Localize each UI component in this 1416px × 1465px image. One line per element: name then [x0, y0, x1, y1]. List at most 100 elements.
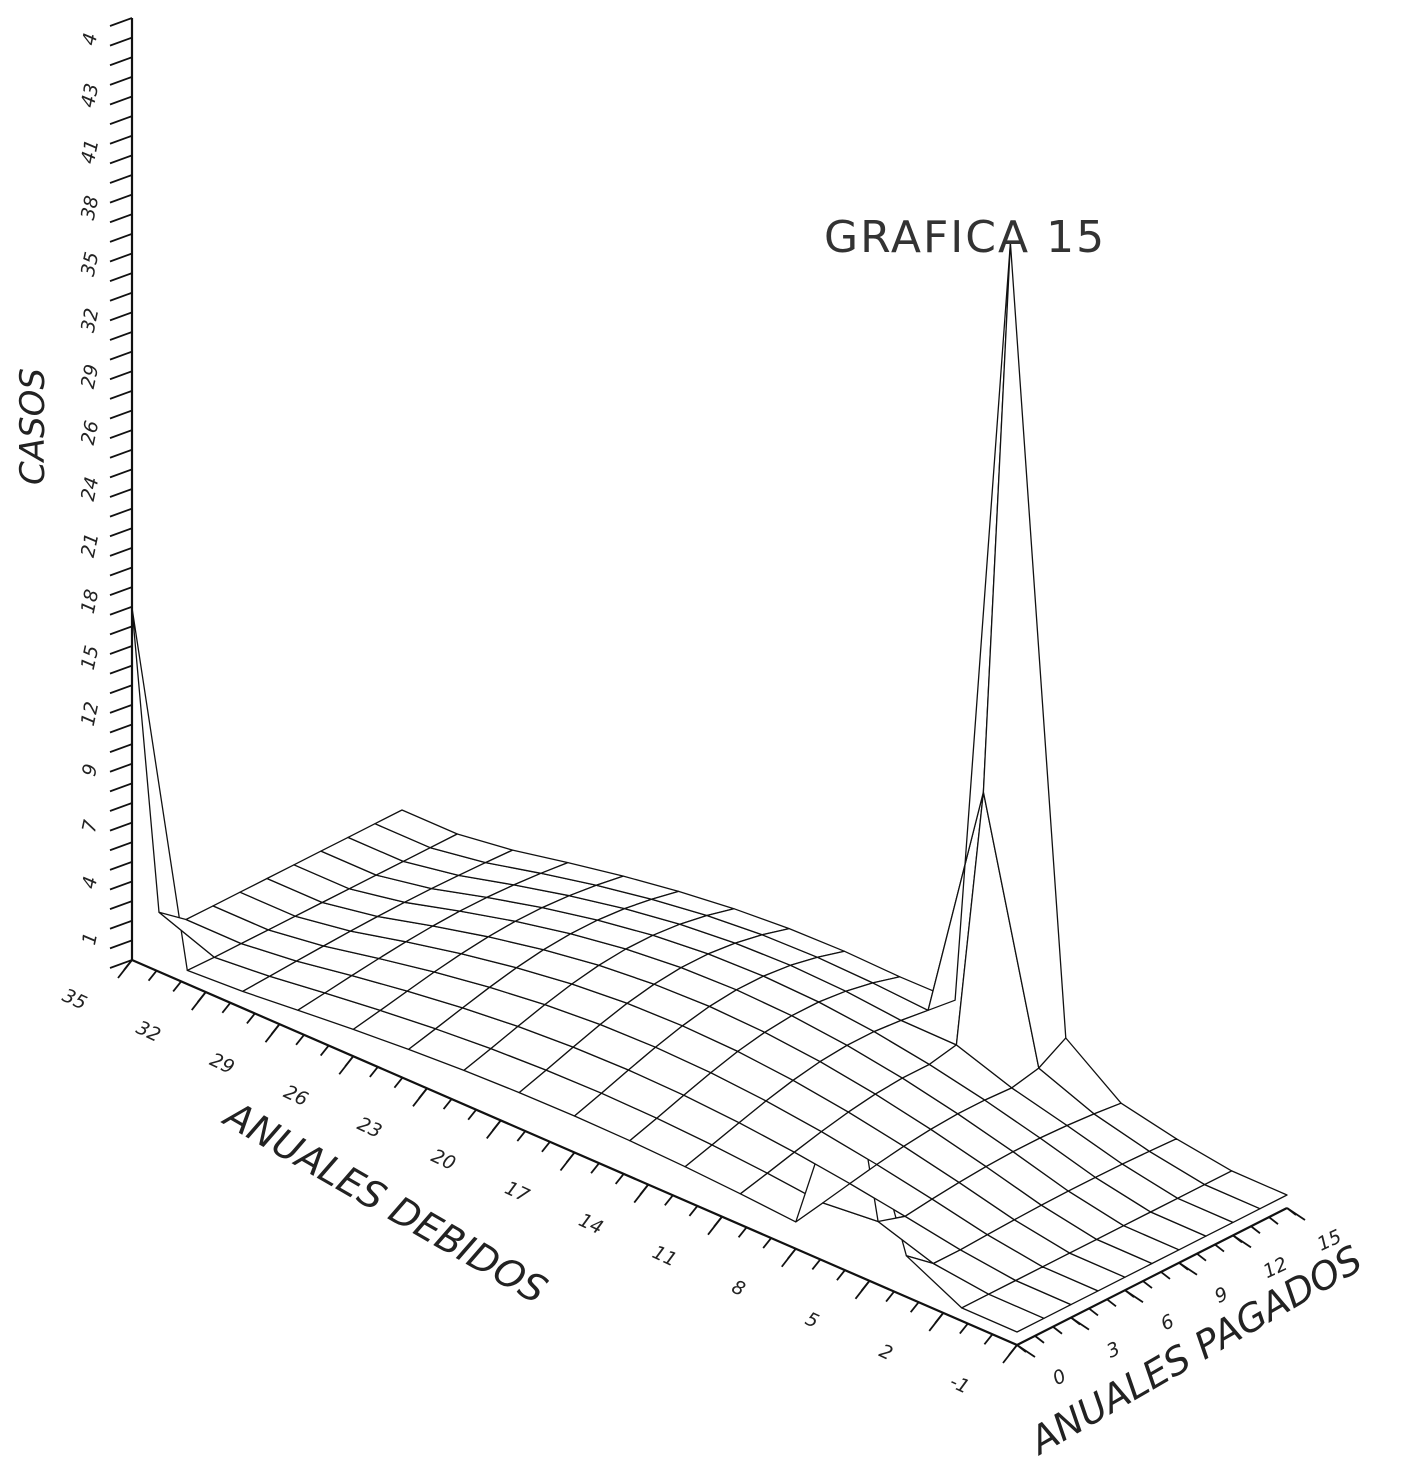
- x-tick-label: 32: [133, 1017, 164, 1047]
- x-minor-tick: [221, 1002, 232, 1014]
- z-tick: [109, 762, 133, 773]
- x-axis-title: ANUALES DEBIDOS: [215, 1091, 554, 1312]
- z-tick: [109, 154, 133, 165]
- x-tick-label: 29: [206, 1049, 237, 1079]
- x-minor-tick: [319, 1044, 330, 1057]
- z-tick: [109, 134, 133, 145]
- z-tick: [109, 488, 133, 498]
- x-minor-tick: [836, 1269, 846, 1281]
- x-minor-tick: [787, 1248, 797, 1260]
- z-tick: [109, 684, 133, 695]
- x-minor-tick: [123, 959, 133, 971]
- x-minor-tick: [442, 1098, 453, 1110]
- x-minor-tick: [639, 1184, 649, 1196]
- z-tick: [109, 448, 133, 459]
- x-minor-tick: [516, 1130, 527, 1142]
- z-tick: [109, 507, 133, 518]
- x-minor-tick: [983, 1333, 994, 1345]
- z-tick-label: 15: [77, 644, 104, 672]
- z-tick: [109, 821, 133, 832]
- z-tick: [109, 390, 133, 400]
- y-minor-tick: [1214, 1243, 1225, 1253]
- y-minor-tick: [1016, 1344, 1027, 1353]
- x-tick-label: 20: [428, 1145, 459, 1175]
- z-tick-label: 9: [78, 762, 102, 778]
- z-tick-label: 41: [77, 138, 104, 166]
- x-minor-tick: [1008, 1344, 1018, 1356]
- z-tick: [109, 95, 133, 106]
- z-tick-label: 43: [77, 81, 104, 109]
- x-minor-tick: [197, 991, 207, 1003]
- x-tick-label: 23: [354, 1113, 385, 1143]
- z-tick: [109, 193, 133, 204]
- x-minor-tick: [344, 1055, 354, 1067]
- x-minor-tick: [762, 1237, 772, 1249]
- x-minor-tick: [393, 1077, 404, 1089]
- y-tick-label: 3: [1103, 1338, 1123, 1363]
- y-minor-tick: [1142, 1280, 1153, 1289]
- x-minor-tick: [270, 1023, 281, 1035]
- z-tick: [109, 880, 133, 891]
- z-tick: [109, 468, 133, 479]
- x-minor-tick: [688, 1205, 699, 1217]
- y-axis-line: [1016, 1207, 1288, 1346]
- z-tick-label: 21: [77, 531, 104, 559]
- z-tick-label: 29: [77, 362, 104, 390]
- z-tick: [109, 841, 133, 852]
- z-tick: [109, 645, 133, 655]
- y-minor-tick: [1196, 1252, 1207, 1262]
- z-tick-label: 35: [77, 250, 104, 278]
- z-tick: [109, 272, 133, 282]
- z-tick: [109, 311, 133, 322]
- y-tick-label: 0: [1049, 1365, 1069, 1390]
- z-tick-label: 24: [77, 475, 104, 503]
- z-tick: [109, 76, 133, 86]
- z-tick-label: 26: [77, 419, 104, 447]
- x-minor-tick: [614, 1173, 625, 1185]
- z-tick: [109, 625, 133, 636]
- y-minor-tick: [1070, 1316, 1081, 1326]
- y-minor-tick: [1268, 1216, 1279, 1225]
- z-tick: [109, 252, 133, 263]
- z-tick: [109, 586, 133, 596]
- z-tick-label: 1: [78, 931, 102, 947]
- z-tick: [109, 939, 133, 950]
- x-minor-tick: [369, 1066, 379, 1078]
- z-tick: [109, 527, 133, 538]
- x-minor-tick: [492, 1119, 502, 1131]
- z-tick: [109, 291, 133, 302]
- x-minor-tick: [885, 1290, 895, 1303]
- z-tick: [109, 723, 133, 734]
- x-minor-tick: [664, 1194, 674, 1206]
- z-tick-label: 38: [77, 194, 104, 222]
- z-tick: [109, 566, 133, 577]
- x-minor-tick: [934, 1312, 944, 1324]
- x-minor-tick: [737, 1226, 748, 1238]
- z-tick: [109, 664, 133, 675]
- z-tick: [109, 213, 133, 224]
- z-tick: [109, 802, 133, 812]
- x-minor-tick: [590, 1162, 600, 1174]
- z-tick: [109, 409, 133, 420]
- x-minor-tick: [909, 1301, 920, 1313]
- y-tick-label: 9: [1211, 1283, 1231, 1308]
- z-tick: [109, 547, 133, 557]
- x-minor-tick: [565, 1151, 576, 1164]
- x-minor-tick: [959, 1323, 969, 1335]
- y-minor-tick: [1178, 1262, 1189, 1271]
- z-tick: [109, 782, 133, 793]
- x-tick-label: 8: [728, 1276, 748, 1301]
- y-minor-tick: [1286, 1207, 1297, 1216]
- x-minor-tick: [418, 1087, 428, 1099]
- y-minor-tick: [1250, 1225, 1261, 1234]
- x-tick-label: -1: [946, 1371, 972, 1399]
- z-tick-label: 18: [77, 587, 104, 615]
- z-tick: [109, 331, 133, 341]
- y-minor-tick: [1232, 1234, 1243, 1244]
- z-tick: [109, 900, 133, 910]
- z-tick: [109, 861, 133, 871]
- z-tick: [109, 429, 133, 439]
- axes-group: [109, 17, 1306, 1364]
